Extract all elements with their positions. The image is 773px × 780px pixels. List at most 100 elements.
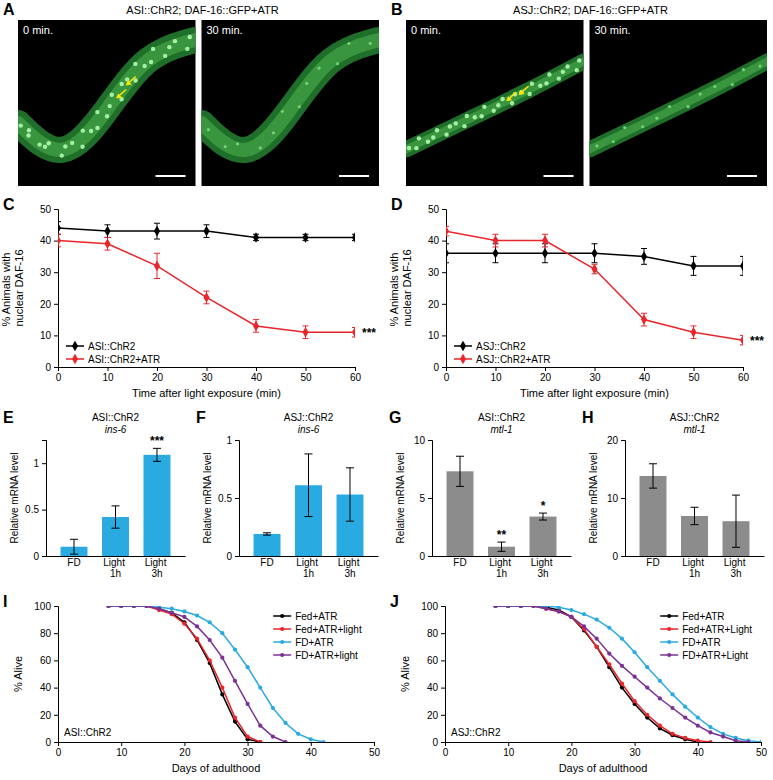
axis-x: 0102030405060 [444, 367, 750, 383]
gfp-spot [482, 105, 486, 109]
gfp-spot [547, 72, 551, 76]
marker [446, 226, 449, 237]
gfp-spot [43, 144, 47, 148]
marker [740, 261, 743, 272]
arrow-head [506, 96, 512, 101]
series-line [109, 606, 286, 742]
error-bar [498, 542, 506, 551]
gfp-spot [557, 76, 561, 80]
tick-mark [54, 209, 58, 210]
error-bar [691, 326, 697, 339]
legend-marker [280, 640, 284, 644]
marker [632, 699, 636, 703]
tick: 0 [443, 742, 449, 758]
marker [670, 732, 674, 736]
axis-line [59, 743, 375, 747]
tick: 50 [428, 204, 446, 215]
legend-item: Fed+ATR+light [273, 624, 362, 635]
tick: 10 [40, 330, 58, 341]
gfp-spot [369, 42, 372, 45]
panel-letter: I [3, 593, 7, 610]
tick: 30 [589, 367, 601, 383]
marker [203, 292, 209, 303]
tick-label: 10 [490, 372, 502, 383]
gfp-spot [623, 126, 626, 129]
legend: Fed+ATRFed+ATR+lightFD+ATRFD+ATR+light [273, 611, 362, 661]
panel: ASJ::ChR2; DAF-16::GFP+ATR0 min.30 min.B [391, 1, 767, 186]
marker [233, 715, 237, 719]
data-area [254, 454, 364, 556]
gfp-spot [510, 101, 514, 105]
tick: 40 [427, 682, 445, 693]
marker [352, 232, 355, 243]
tick-mark [54, 367, 58, 368]
gfp-spot [105, 114, 109, 118]
tick-mark [428, 440, 432, 441]
tick-label: 40 [427, 682, 439, 693]
chart-subtitle: ins-6 [105, 424, 127, 435]
error-bar [352, 328, 355, 337]
axis-line [446, 743, 762, 747]
error-bar [592, 244, 598, 263]
tick: Light 1h [489, 556, 513, 579]
y-axis-title: Relative mRNA level [395, 452, 406, 543]
panel: 01020304050020406080100ASJ::ChR2Days of … [390, 593, 767, 774]
tick: 100 [421, 601, 445, 612]
tick-mark [644, 367, 645, 371]
marker [58, 235, 61, 246]
error-bar [732, 495, 740, 547]
marker [607, 626, 611, 630]
marker [557, 609, 561, 613]
tick-mark [698, 742, 699, 746]
tick-label: 50 [369, 747, 381, 758]
tick: 50 [300, 367, 312, 383]
tick-label: 100 [34, 601, 51, 612]
gfp-spot [561, 70, 565, 74]
marker [519, 606, 523, 608]
tick-mark [508, 742, 509, 746]
tick-label: 20 [607, 435, 619, 446]
marker [220, 656, 224, 660]
marker [658, 696, 662, 700]
tick-label: 0 [443, 747, 449, 758]
gfp-spot [95, 110, 99, 114]
frame-label: 0 min. [411, 24, 441, 36]
marker [506, 606, 510, 608]
marker [144, 606, 148, 608]
axis-x: FDLight 1hLight 3h [240, 556, 379, 579]
marker [670, 706, 674, 710]
panel-letter: E [3, 409, 14, 426]
axis-line [54, 210, 59, 368]
marker [683, 715, 687, 719]
tick: 20 [428, 299, 446, 310]
tick-label: 0 [612, 551, 618, 562]
marker [106, 606, 110, 608]
tick-mark [428, 556, 432, 557]
tick-label: 30 [201, 372, 213, 383]
tick-label: 0 [432, 737, 438, 748]
axis-line [428, 441, 433, 557]
plot: 010203040506001020304050***Time after li… [388, 204, 764, 399]
axis-line [235, 441, 240, 557]
marker [544, 607, 548, 611]
tick-label: 20 [40, 299, 52, 310]
tick-label: 0 [444, 372, 450, 383]
error-bar [346, 468, 354, 521]
tick-mark [595, 367, 596, 371]
marker [519, 606, 523, 608]
tick: 60 [350, 367, 362, 383]
tick: 40 [40, 682, 58, 693]
legend-label: Fed+ATR [682, 611, 724, 622]
marker [658, 724, 662, 728]
marker [542, 248, 548, 259]
marker [182, 622, 186, 626]
tick: Light 3h [145, 556, 169, 579]
tick-mark [621, 440, 625, 441]
arrow [127, 77, 136, 85]
legend: ASJ::ChR2ASJ::ChR2+ATR [454, 341, 551, 365]
error-bar [539, 513, 547, 520]
gfp-spot [188, 35, 192, 39]
tick-mark [761, 742, 762, 746]
gfp-spot [336, 62, 339, 65]
error-bar [105, 237, 111, 250]
